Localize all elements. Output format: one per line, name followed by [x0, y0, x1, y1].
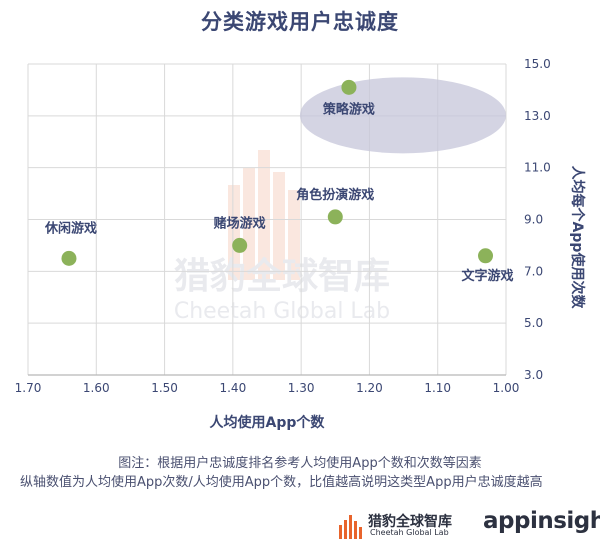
data-point: [341, 79, 357, 95]
watermark-en: Cheetah Global Lab: [174, 299, 390, 324]
watermark-cn: 猎豹全球智库: [174, 255, 390, 297]
x-tick-label: 1.30: [288, 381, 315, 395]
point-label: 角色扮演游戏: [296, 187, 374, 203]
y-axis-label: 人均每个App使用次数: [569, 166, 586, 310]
y-tick-label: 11.0: [524, 161, 551, 175]
x-tick-label: 1.00: [493, 381, 520, 395]
data-point: [478, 248, 494, 264]
highlight-ellipse: [299, 77, 506, 154]
y-tick-label: 9.0: [524, 213, 543, 227]
cheetah-brand-cn: 猎豹全球智库: [368, 514, 452, 530]
note-line-1: 图注：根据用户忠诚度排名参考人均使用App个数和次数等因素: [118, 456, 482, 471]
watermark-bar: [273, 172, 285, 280]
cheetah-brand-en: Cheetah Global Lab: [370, 528, 449, 537]
data-points: [61, 79, 494, 266]
watermark-bar: [258, 150, 270, 280]
x-tick-label: 1.50: [151, 381, 178, 395]
data-point: [327, 209, 343, 225]
point-label: 赌场游戏: [213, 215, 266, 231]
y-tick-label: 7.0: [524, 264, 543, 278]
data-point: [61, 250, 77, 266]
y-tick-labels: 15.0 13.0 11.0 9.0 7.0 5.0 3.0: [524, 57, 551, 382]
x-tick-label: 1.10: [424, 381, 451, 395]
x-tick-label: 1.20: [356, 381, 383, 395]
data-point: [232, 237, 248, 253]
y-tick-label: 13.0: [524, 109, 551, 123]
watermark-bar: [228, 185, 240, 280]
point-label: 策略游戏: [323, 101, 375, 117]
appinsight-logo: appinsight: [483, 508, 600, 534]
cheetah-logo-icon: [339, 515, 362, 539]
y-tick-label: 3.0: [524, 368, 543, 382]
x-tick-label: 1.70: [15, 381, 42, 395]
point-label: 休闲游戏: [44, 220, 97, 236]
y-tick-label: 5.0: [524, 316, 543, 330]
x-tick-label: 1.40: [219, 381, 246, 395]
y-tick-label: 15.0: [524, 57, 551, 71]
x-axis-label: 人均使用App个数: [210, 414, 326, 431]
x-tick-label: 1.60: [83, 381, 110, 395]
point-label: 文字游戏: [462, 268, 514, 284]
watermark-bar: [288, 190, 300, 280]
x-tick-labels: 1.70 1.60 1.50 1.40 1.30 1.20 1.10 1.00: [15, 381, 520, 395]
chart-title: 分类游戏用户忠诚度: [201, 10, 399, 34]
watermark-bar: [243, 168, 255, 280]
note-line-2: 纵轴数值为人均使用App次数/人均使用App个数，比值越高说明这类型App用户忠…: [20, 475, 543, 490]
highlight-ellipse-shape: [299, 77, 506, 154]
